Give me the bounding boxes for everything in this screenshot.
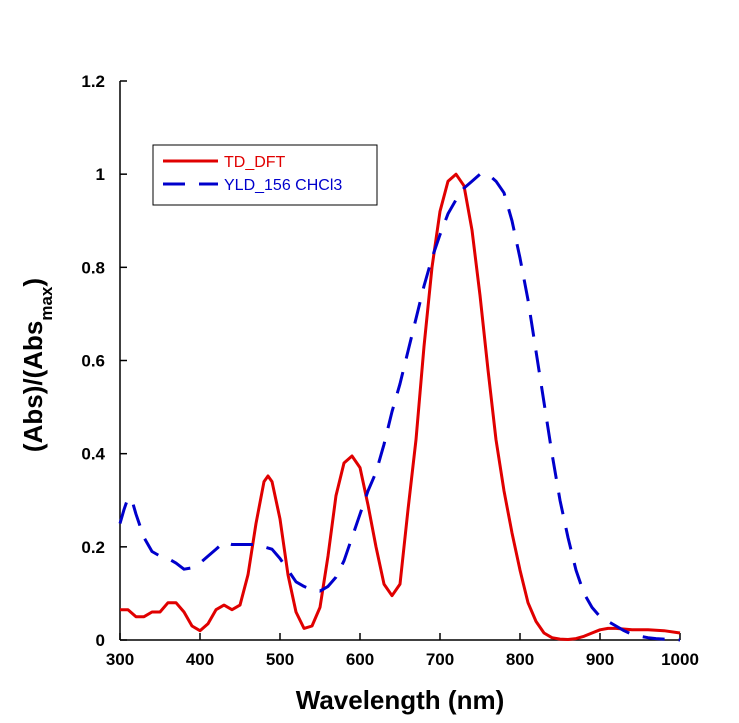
y-axis-title-close: ) <box>18 278 48 287</box>
x-tick-label: 700 <box>426 650 454 669</box>
legend-label-td-dft: TD_DFT <box>224 154 286 171</box>
legend: TD_DFT YLD_156 CHCl3 <box>152 144 378 206</box>
series-line-yld-156 <box>118 172 681 642</box>
x-tick-label: 400 <box>186 650 214 669</box>
x-tick-label: 900 <box>586 650 614 669</box>
legend-box <box>152 144 378 206</box>
svg-text:(Abs)/(Absmax): (Abs)/(Absmax) <box>18 278 56 452</box>
x-axis-title: Wavelength (nm) <box>296 685 504 715</box>
series-layer <box>118 172 681 642</box>
y-tick-label: 0 <box>96 631 105 650</box>
series-line-td-dft <box>120 172 681 641</box>
x-tick-label: 600 <box>346 650 374 669</box>
y-tick-label: 0.2 <box>81 538 105 557</box>
x-tick-label: 800 <box>506 650 534 669</box>
y-tick-label: 0.6 <box>81 352 105 371</box>
y-tick-label: 1 <box>96 165 105 184</box>
legend-label-yld-156: YLD_156 CHCl3 <box>224 177 342 194</box>
y-tick-label: 0.8 <box>81 258 105 277</box>
y-axis-title: (Abs)/(Absmax) <box>18 278 56 452</box>
x-tick-label: 300 <box>106 650 134 669</box>
y-axis-title-subscript: max <box>37 286 56 321</box>
y-tick-label: 0.4 <box>81 445 105 464</box>
x-tick-label: 1000 <box>661 650 699 669</box>
y-axis: 0 0.2 0.4 0.6 0.8 1 1.2 <box>81 72 127 650</box>
y-axis-title-main: (Abs)/(Abs <box>18 321 48 452</box>
x-axis: 300 400 500 600 700 800 900 1000 <box>106 633 699 669</box>
y-tick-label: 1.2 <box>81 72 105 91</box>
x-tick-label: 500 <box>266 650 294 669</box>
